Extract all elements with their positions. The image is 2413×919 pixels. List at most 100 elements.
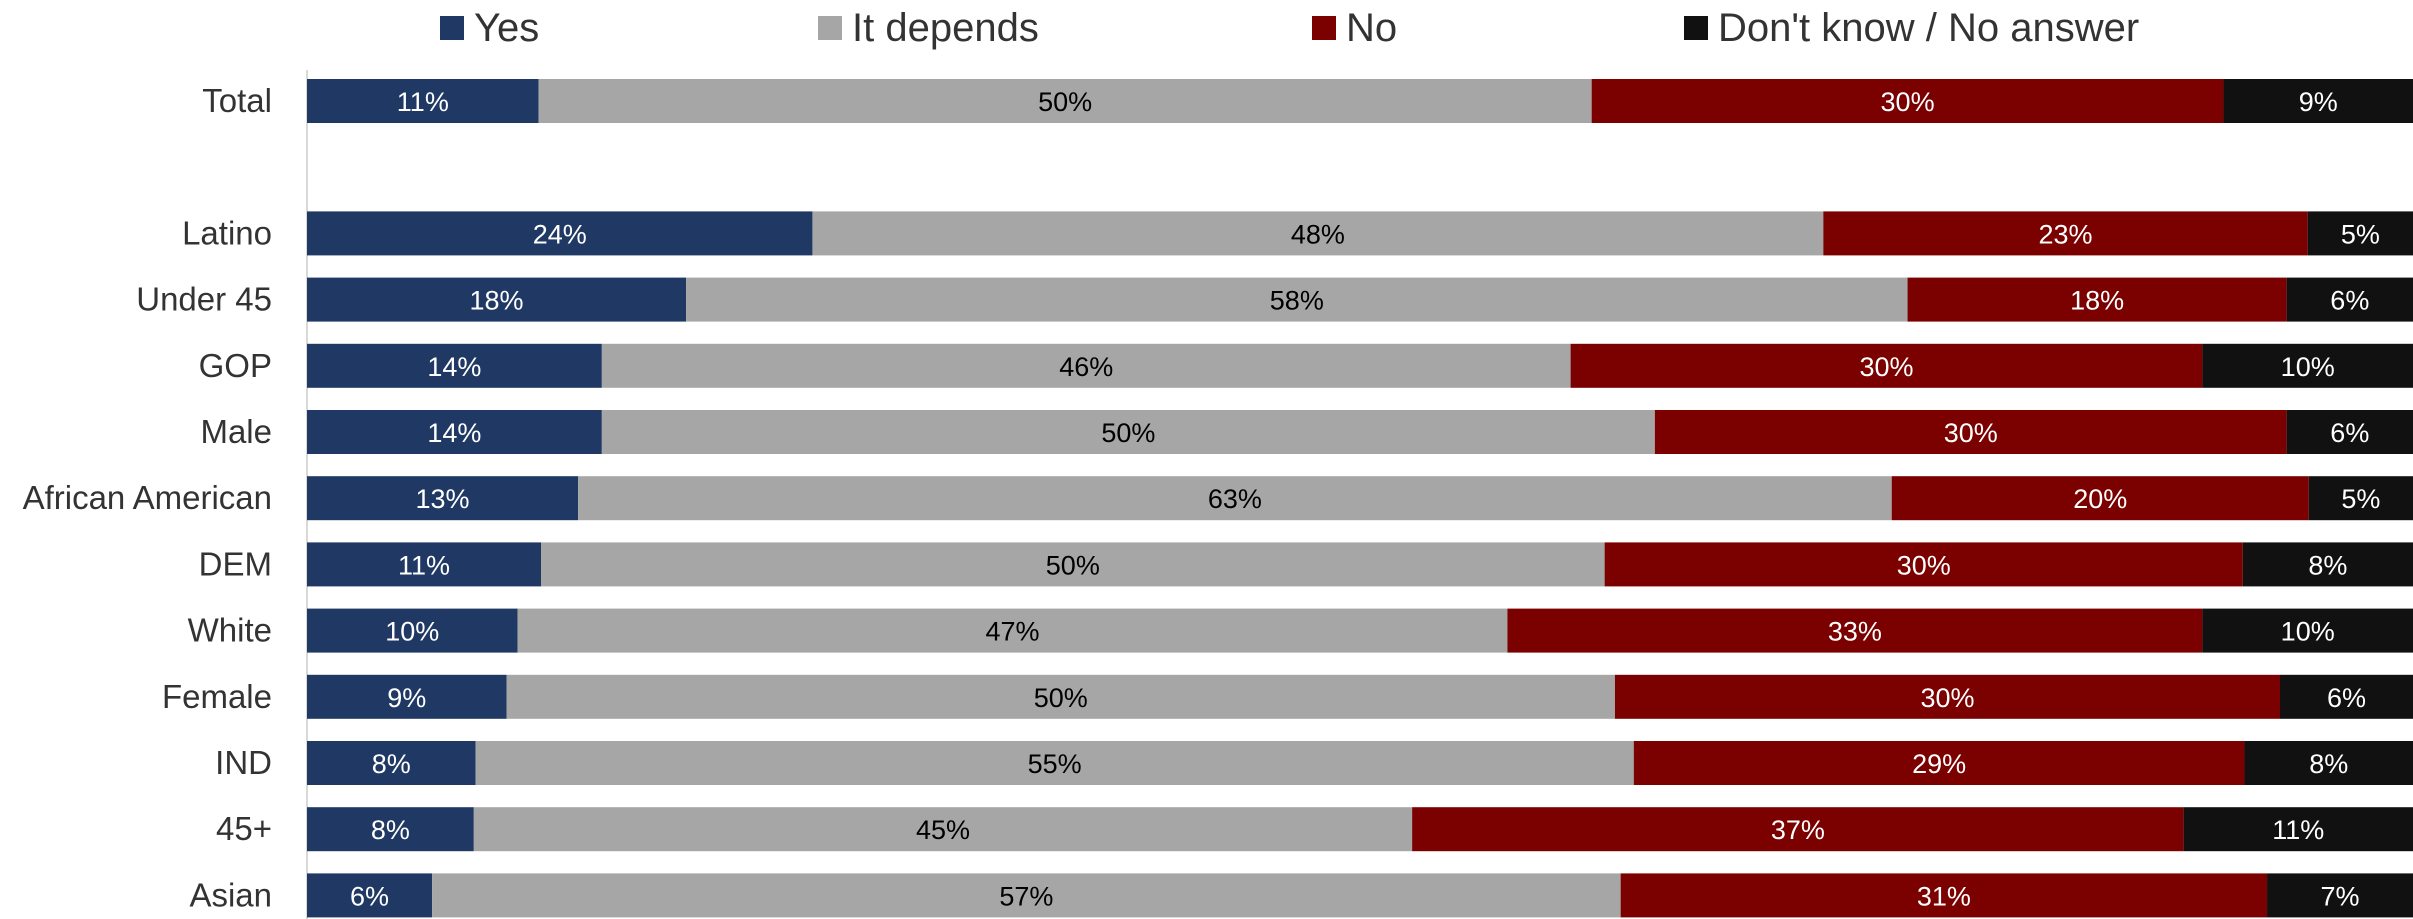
bar-segment bbox=[1570, 343, 2203, 388]
category-label: Asian bbox=[189, 876, 272, 913]
data-label: 18% bbox=[2070, 286, 2124, 316]
category-label: Female bbox=[162, 678, 272, 715]
bar-row: 24% 48% 23% 5% bbox=[307, 211, 2413, 256]
bar-segment bbox=[2307, 211, 2413, 256]
category-label: Male bbox=[200, 413, 272, 450]
category-label: Under 45 bbox=[136, 281, 272, 318]
bar-segment bbox=[2202, 608, 2413, 653]
data-label: 63% bbox=[1208, 484, 1262, 514]
bar-segment bbox=[307, 476, 579, 521]
bar-segment bbox=[307, 741, 476, 785]
bar-row: 13% 63% 20% 5% bbox=[307, 476, 2413, 521]
data-label: 11% bbox=[397, 87, 449, 117]
data-label: 18% bbox=[470, 286, 524, 316]
legend-swatch-3 bbox=[1684, 16, 1708, 40]
bar-segment bbox=[2267, 873, 2413, 918]
bar-segment bbox=[541, 542, 1605, 587]
data-label: 57% bbox=[999, 881, 1053, 911]
bar-segment bbox=[1604, 542, 2243, 587]
data-label: 30% bbox=[1897, 550, 1951, 580]
data-label: 11% bbox=[2272, 815, 2324, 845]
data-label: 58% bbox=[1270, 286, 1324, 316]
bar-segment bbox=[1412, 807, 2184, 852]
data-label: 50% bbox=[1046, 550, 1100, 580]
category-label: Total bbox=[202, 82, 272, 119]
data-label: 8% bbox=[2308, 550, 2347, 580]
bar-segment bbox=[1907, 277, 2287, 322]
data-label: 45% bbox=[916, 815, 970, 845]
bar-segment bbox=[578, 476, 1892, 521]
category-label: White bbox=[188, 612, 272, 649]
bar-row: 14% 50% 30% 6% bbox=[307, 410, 2413, 454]
data-label: 50% bbox=[1038, 87, 1092, 117]
bar-row: 18% 58% 18% 6% bbox=[307, 277, 2413, 322]
bar-segment bbox=[1591, 79, 2224, 123]
bar-segment bbox=[601, 343, 1571, 388]
bar-segment bbox=[307, 608, 518, 653]
data-label: 55% bbox=[1028, 749, 1082, 779]
bar-segment bbox=[1614, 674, 2280, 719]
bar-row: 10% 47% 33% 10% bbox=[307, 608, 2413, 653]
data-label: 5% bbox=[2341, 219, 2380, 249]
bar-segment bbox=[812, 211, 1824, 256]
bars: 11% 50% 30% 9% 24% 48% 23% 5% 18% 58% 18% 6% 14% 46% 3… bbox=[307, 79, 2413, 918]
data-label: 7% bbox=[2321, 881, 2360, 911]
bar-row: 6% 57% 31% 7% bbox=[307, 873, 2413, 918]
data-label: 30% bbox=[1920, 683, 1974, 713]
data-label: 13% bbox=[416, 484, 470, 514]
data-label: 10% bbox=[2281, 352, 2335, 382]
bar-segment bbox=[1633, 741, 2245, 785]
data-label: 6% bbox=[2330, 418, 2369, 448]
bar-row: 11% 50% 30% 8% bbox=[307, 542, 2413, 587]
data-label: 8% bbox=[372, 749, 411, 779]
bar-segment bbox=[475, 741, 1634, 785]
bar-segment bbox=[307, 79, 539, 123]
data-label: 48% bbox=[1291, 219, 1345, 249]
bar-segment bbox=[2286, 277, 2413, 322]
data-label: 14% bbox=[427, 352, 481, 382]
bar-segment bbox=[2244, 741, 2413, 785]
bar-segment bbox=[432, 873, 1621, 918]
category-label: GOP bbox=[199, 347, 272, 384]
bar-segment bbox=[601, 410, 1655, 454]
data-label: 29% bbox=[1912, 749, 1966, 779]
category-label: DEM bbox=[199, 545, 272, 582]
legend-label-2: No bbox=[1346, 6, 1397, 50]
bar-segment bbox=[307, 410, 602, 454]
data-label: 9% bbox=[2299, 87, 2338, 117]
bar-row: 14% 46% 30% 10% bbox=[307, 343, 2413, 388]
data-label: 9% bbox=[387, 683, 426, 713]
legend-label-3: Don't know / No answer bbox=[1718, 6, 2139, 50]
bar-segment bbox=[2279, 674, 2413, 719]
bar-segment bbox=[1654, 410, 2287, 454]
data-label: 46% bbox=[1059, 352, 1113, 382]
bar-segment bbox=[307, 211, 813, 256]
category-label: Latino bbox=[182, 214, 272, 251]
data-label: 8% bbox=[371, 815, 410, 845]
data-label: 10% bbox=[2281, 617, 2335, 647]
data-label: 31% bbox=[1917, 881, 1971, 911]
data-label: 10% bbox=[385, 617, 439, 647]
bar-segment bbox=[2183, 807, 2413, 852]
category-label: IND bbox=[215, 744, 272, 781]
data-label: 24% bbox=[533, 219, 587, 249]
data-label: 11% bbox=[398, 550, 450, 580]
legend-swatch-1 bbox=[818, 16, 842, 40]
bar-segment bbox=[473, 807, 1413, 852]
bar-segment bbox=[686, 277, 1908, 322]
category-labels: Total Latino Under 45 GOP Male African Americ… bbox=[23, 82, 272, 913]
bar-segment bbox=[2286, 410, 2413, 454]
legend-swatch-0 bbox=[440, 16, 464, 40]
bar-segment bbox=[307, 873, 433, 918]
bar-row: 8% 55% 29% 8% bbox=[307, 741, 2413, 785]
data-label: 14% bbox=[427, 418, 481, 448]
bar-segment bbox=[307, 807, 474, 852]
bar-segment bbox=[1507, 608, 2203, 653]
bar-segment bbox=[538, 79, 1592, 123]
bar-segment bbox=[2308, 476, 2413, 521]
bar-row: 8% 45% 37% 11% bbox=[307, 807, 2413, 852]
data-label: 8% bbox=[2309, 749, 2348, 779]
data-label: 33% bbox=[1828, 617, 1882, 647]
bar-segment bbox=[307, 343, 602, 388]
